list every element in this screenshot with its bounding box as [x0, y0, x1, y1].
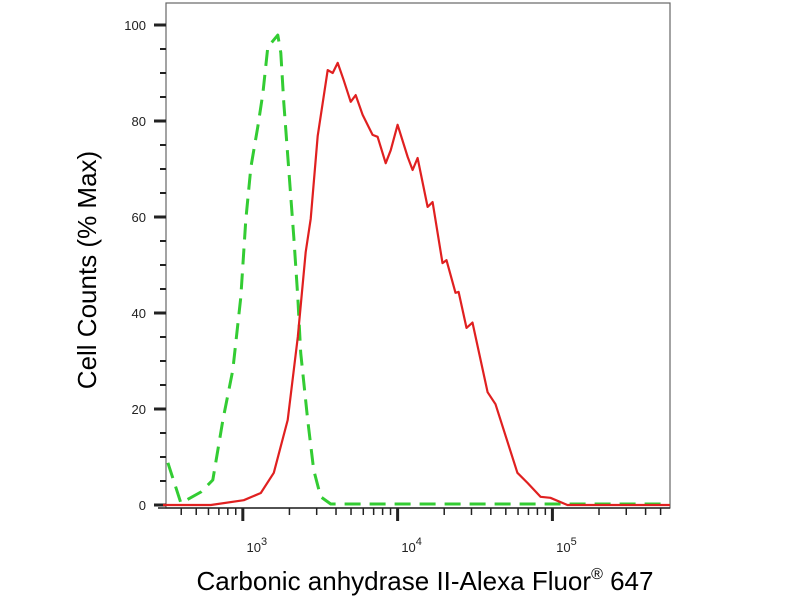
y-tick-label: 80 — [132, 114, 146, 129]
y-axis-title: Cell Counts (% Max) — [72, 151, 102, 389]
x-axis-title-main: Carbonic anhydrase II-Alexa Fluor — [197, 566, 592, 596]
x-tick-label-exponent: 5 — [571, 536, 577, 548]
x-tick-label: 105 — [556, 536, 577, 555]
x-tick-label-base: 10 — [401, 540, 415, 555]
series-group — [163, 33, 670, 507]
x-axis-title: Carbonic anhydrase II-Alexa Fluor® 647 — [197, 566, 654, 596]
x-tick-label-base: 10 — [556, 540, 570, 555]
control-histogram-line — [166, 33, 670, 506]
y-tick-label: 60 — [132, 210, 146, 225]
y-tick-label: 20 — [132, 402, 146, 417]
x-tick-label-exponent: 4 — [416, 536, 422, 548]
y-tick-label: 100 — [124, 18, 146, 33]
x-tick-label: 104 — [401, 536, 422, 555]
x-tick-label-exponent: 3 — [261, 536, 267, 548]
x-tick-label-base: 10 — [247, 540, 261, 555]
plot-frame — [165, 2, 671, 509]
y-tick-label: 0 — [139, 498, 146, 513]
sample-histogram-line — [163, 61, 670, 507]
x-axis-title-suffix: 647 — [603, 566, 654, 596]
y-tick-label: 40 — [132, 306, 146, 321]
x-axis-title-sup: ® — [591, 566, 603, 583]
x-tick-label: 103 — [247, 536, 268, 555]
